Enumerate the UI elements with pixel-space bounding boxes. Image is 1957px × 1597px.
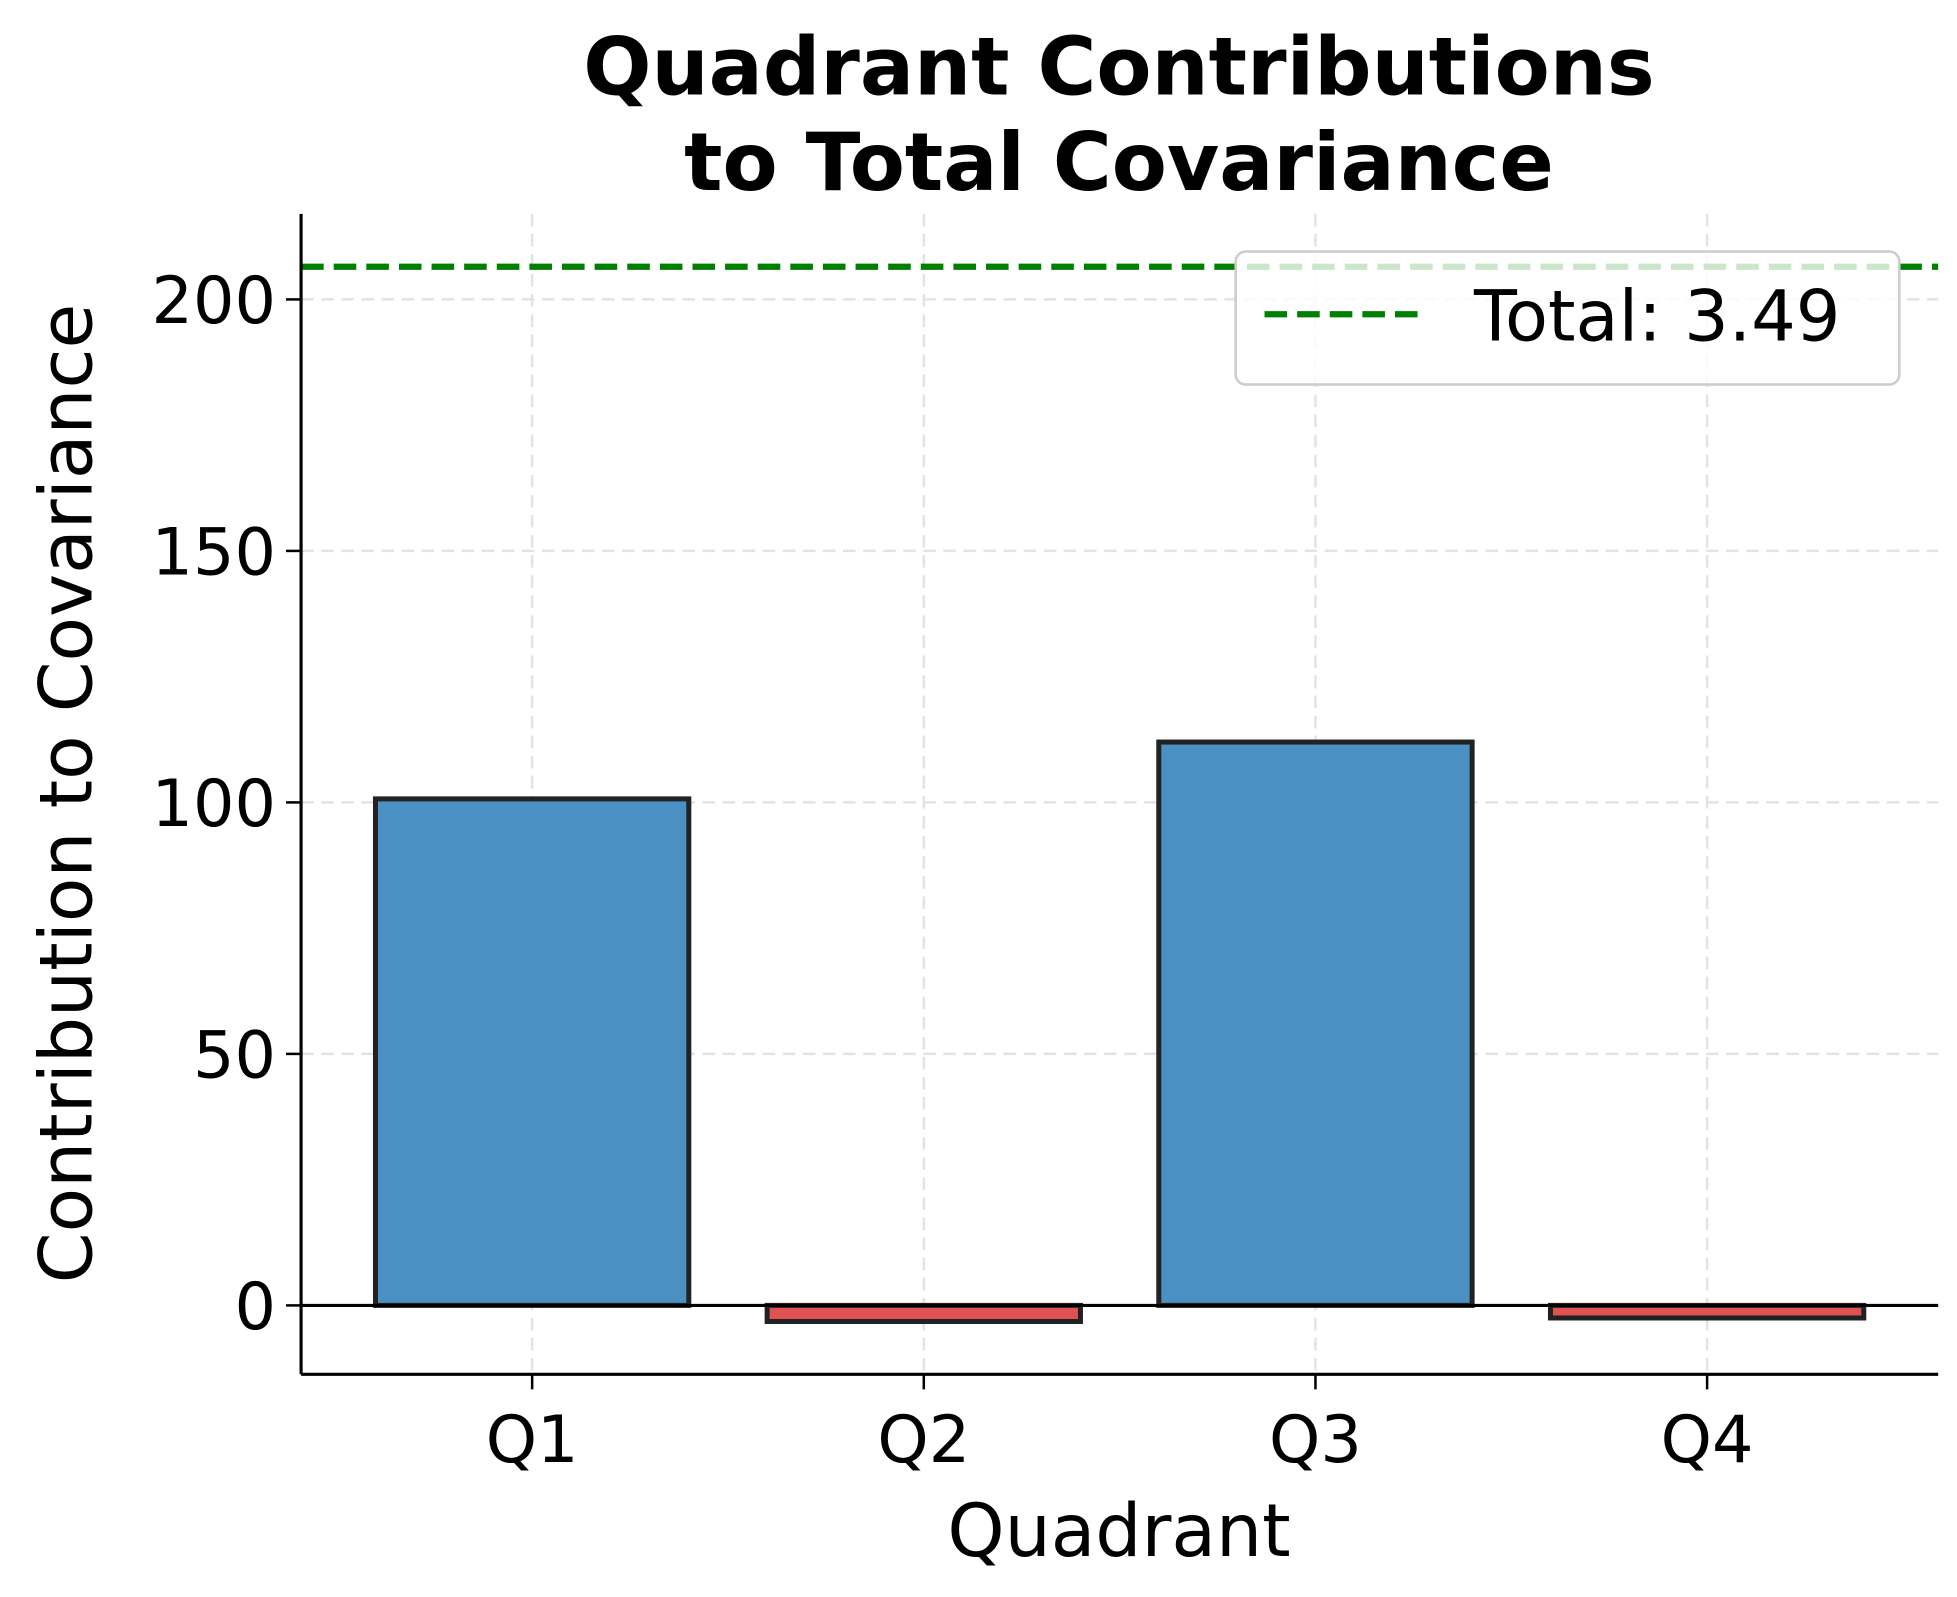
- y-tick-label: 0: [234, 1269, 276, 1345]
- x-axis-label: Quadrant: [947, 1489, 1290, 1574]
- bar-q2: [764, 1302, 1083, 1325]
- x-tick-label: Q2: [877, 1402, 970, 1478]
- chart-title-line-1: Quadrant Contributions: [583, 20, 1654, 114]
- x-tick-label: Q1: [486, 1402, 579, 1478]
- y-axis-label: Contribution to Covariance: [25, 304, 110, 1284]
- axes: 0 50 100 150 200 Q1 Q2 Q3 Q4: [152, 213, 1939, 1478]
- y-tick-label: 50: [193, 1018, 276, 1094]
- chart-title-line-2: to Total Covariance: [684, 115, 1554, 209]
- x-tick-label: Q3: [1269, 1402, 1362, 1478]
- bar-q1: [372, 796, 692, 1308]
- x-tick-label: Q4: [1661, 1402, 1754, 1478]
- legend: Total: 3.49: [1234, 250, 1901, 386]
- bar-q3: [1156, 739, 1475, 1308]
- y-tick-label: 150: [152, 515, 276, 591]
- legend-box: [1234, 250, 1901, 386]
- y-tick-label: 100: [152, 766, 276, 842]
- legend-label: Total: 3.49: [1473, 276, 1840, 358]
- y-tick-label: 200: [152, 263, 276, 339]
- bars: [372, 739, 1867, 1325]
- bar-q4: [1547, 1302, 1867, 1321]
